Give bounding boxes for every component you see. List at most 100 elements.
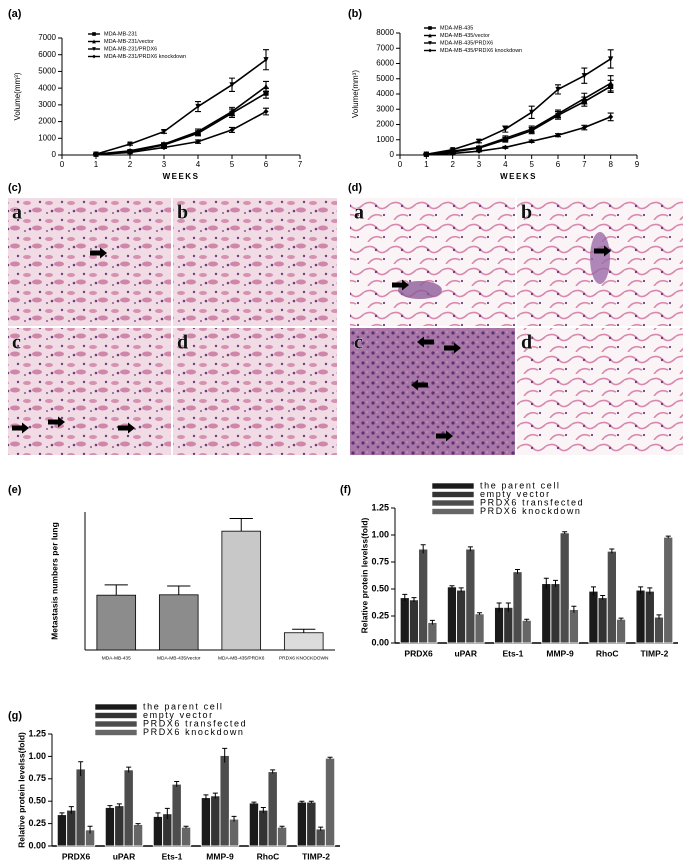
y-tick-label: 0 [52, 150, 57, 159]
legend-marker [92, 54, 96, 59]
x-tick-label: MMP-9 [546, 648, 574, 658]
micrograph [8, 328, 171, 455]
legend-marker [428, 48, 432, 53]
error-bar [279, 825, 285, 829]
bar [248, 802, 260, 847]
series-line [95, 110, 267, 156]
y-tick-label: 3000 [376, 104, 394, 113]
error-bar [420, 544, 426, 554]
legend-marker [428, 33, 432, 38]
legend-marker [92, 32, 96, 36]
image-label: b [521, 202, 532, 224]
error-bar [59, 812, 65, 817]
legend-swatch [431, 491, 475, 498]
legend-swatch [94, 720, 138, 728]
marker [476, 148, 482, 154]
y-tick-label: 6000 [376, 59, 394, 68]
bar [315, 828, 326, 847]
error-bar [104, 584, 128, 596]
error-bar [260, 806, 266, 813]
marker [127, 141, 133, 148]
x-tick-label: MDA-MB-435/PRDX6 [218, 655, 265, 661]
histology-d: a b c d [350, 198, 683, 455]
y-tick-label: 1000 [38, 133, 56, 142]
bar [550, 583, 561, 644]
error-bar [562, 531, 568, 534]
image-label: a [354, 202, 364, 224]
bar [324, 757, 336, 847]
bar [158, 594, 199, 651]
bar [408, 599, 420, 644]
x-tick-label: 9 [635, 160, 640, 169]
bar [104, 807, 116, 847]
error-bar [429, 619, 435, 625]
x-tick-label: 2 [128, 160, 133, 169]
marker [529, 109, 535, 116]
marker [581, 95, 587, 102]
x-axis-title: WEEKS [163, 172, 200, 181]
marker [229, 82, 235, 88]
x-tick-label: 1 [424, 160, 429, 169]
y-axis-title: Relative protein levelss(fold) [359, 517, 369, 633]
bar [200, 797, 212, 847]
image-label: c [12, 332, 21, 354]
panel-label: (f) [340, 484, 351, 496]
y-tick-label: 1.00 [371, 529, 389, 539]
error-bar [155, 812, 161, 821]
y-tick-label: 0.00 [371, 637, 389, 647]
marker [93, 151, 99, 158]
marker [263, 90, 269, 96]
marker [608, 56, 614, 63]
y-tick-label: 2000 [376, 120, 394, 129]
error-bar [600, 594, 606, 600]
bar [418, 548, 429, 644]
image-label: d [521, 332, 532, 354]
bar [75, 768, 86, 847]
micrograph [350, 328, 515, 455]
error-bar [135, 823, 141, 826]
image-label: a [12, 202, 22, 224]
y-tick-label: 0.25 [371, 610, 389, 620]
error-bar [402, 593, 408, 601]
error-bar [167, 585, 191, 595]
y-tick-label: 1.00 [28, 751, 46, 761]
bar [663, 536, 674, 644]
series-line [95, 59, 267, 155]
bar [503, 606, 514, 644]
y-axis-title: Metastasis numbers per lung [49, 522, 59, 640]
error-bar [229, 518, 253, 532]
marker [502, 144, 508, 150]
bar [588, 590, 599, 644]
x-tick-label: 5 [529, 160, 534, 169]
bar [276, 826, 288, 847]
legend-marker [92, 39, 96, 44]
marker [195, 103, 201, 110]
error-bar [467, 546, 473, 552]
legend-swatch [431, 508, 475, 515]
legend-swatch [431, 482, 475, 490]
y-axis-title: Volume(mm³) [13, 72, 22, 120]
marker [161, 141, 167, 147]
marker [555, 86, 561, 93]
legend-label: PRDX6 transfected [143, 718, 247, 728]
bar [152, 815, 164, 847]
bar [258, 809, 269, 847]
marker [195, 128, 201, 135]
legend-label: empty vector [480, 489, 551, 499]
y-tick-label: 7000 [376, 43, 394, 52]
y-tick-label: 0.00 [28, 840, 46, 850]
y-tick-label: 0.75 [371, 556, 389, 566]
bar [171, 783, 182, 847]
bar [267, 771, 278, 847]
x-tick-label: Ets-1 [503, 648, 524, 658]
legend-label: MDA-MB-231 [104, 31, 137, 37]
marker [555, 132, 561, 138]
panel-label: (c) [8, 182, 22, 194]
bar [541, 583, 552, 644]
x-tick-label: uPAR [113, 851, 136, 861]
bar [296, 801, 308, 847]
y-tick-label: 2000 [38, 117, 56, 126]
legend-swatch [94, 703, 138, 711]
y-tick-label: 0 [390, 150, 395, 159]
bar [474, 613, 485, 644]
